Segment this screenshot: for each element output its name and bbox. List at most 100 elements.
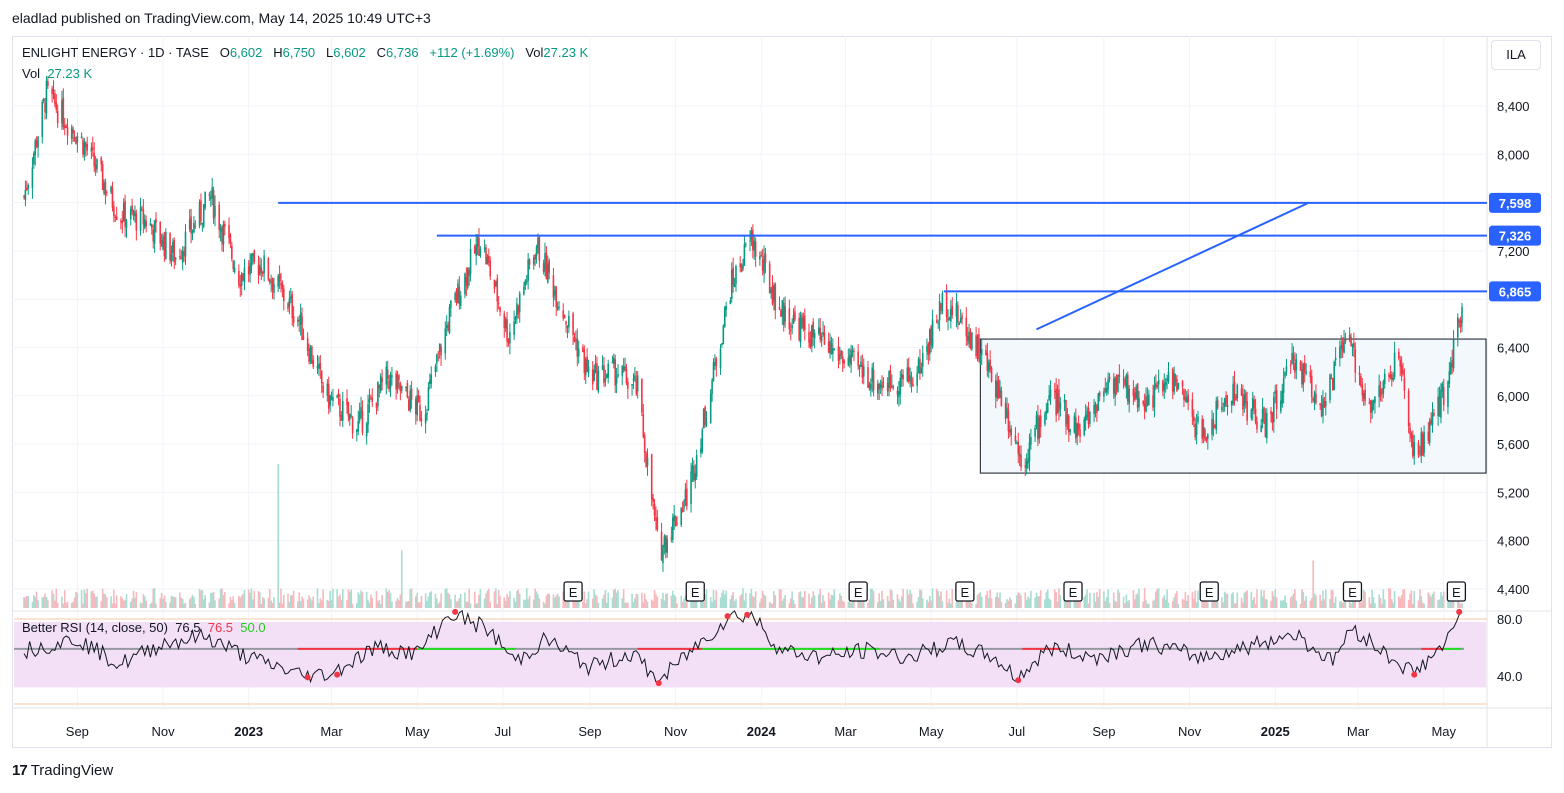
volume-bar	[198, 588, 201, 608]
volume-bar	[1132, 590, 1135, 608]
candle-body	[242, 273, 244, 281]
candle-body	[961, 315, 963, 319]
volume-bar	[1097, 597, 1100, 608]
volume-bar	[301, 596, 303, 608]
candle-body	[965, 317, 968, 337]
candle-body	[268, 278, 271, 283]
volume-bar	[448, 594, 451, 608]
symbol-label[interactable]: ENLIGHT ENERGY · 1D · TASE	[22, 45, 209, 60]
volume-bar	[476, 603, 479, 608]
candle-body	[1282, 378, 1285, 393]
close-label: C	[376, 45, 387, 60]
volume-bar	[980, 596, 983, 608]
volume-bar	[1035, 592, 1038, 608]
candle-body	[465, 276, 468, 286]
volume-bar	[1270, 601, 1272, 608]
volume-bar	[538, 598, 541, 608]
candle-body	[1292, 355, 1295, 361]
candle-body	[447, 324, 449, 331]
volume-bar	[780, 589, 782, 608]
volume-bar	[1211, 600, 1213, 608]
candle-body	[1202, 426, 1205, 438]
volume-bar	[1192, 598, 1195, 608]
candle-body	[1324, 401, 1327, 407]
candle-body	[552, 275, 555, 298]
candles	[23, 75, 1463, 572]
earnings-label: E	[1452, 585, 1461, 600]
candle-body	[1452, 339, 1455, 369]
candle-body	[1014, 435, 1017, 442]
earnings-marker	[1199, 581, 1219, 602]
candle-body	[1107, 379, 1109, 390]
candle-body	[1348, 335, 1351, 339]
candle-body	[523, 286, 525, 295]
volume-bar	[1362, 589, 1365, 608]
candle-body	[1271, 412, 1274, 424]
volume-bar	[194, 603, 197, 608]
volume-bar	[1124, 603, 1126, 608]
volume-bar	[1390, 599, 1393, 608]
rsi-name[interactable]: Better RSI (14, close, 50)	[22, 620, 168, 635]
volume-bar	[450, 599, 452, 608]
candle-body	[1065, 400, 1067, 427]
volume-bar	[1399, 598, 1402, 608]
candle-body	[643, 434, 646, 453]
brand-name: TradingView	[30, 762, 114, 779]
volume-bar	[729, 599, 732, 608]
volume-bar	[75, 591, 77, 608]
volume-bar	[1369, 603, 1372, 608]
candle-body	[653, 503, 656, 516]
candle-body	[827, 341, 830, 353]
tradingview-brand[interactable]: 17 TradingView	[12, 762, 113, 779]
candle-body	[1207, 434, 1209, 439]
currency-button[interactable]: ILA	[1491, 40, 1541, 70]
ohlc-legend: ENLIGHT ENERGY · 1D · TASE O6,602 H6,750…	[22, 45, 588, 60]
candle-body	[1253, 399, 1255, 409]
candle-body	[768, 263, 771, 294]
candle-body	[1017, 441, 1020, 455]
volume-bar	[978, 593, 980, 608]
volume-bar	[1045, 592, 1048, 608]
volume-bar	[1046, 589, 1049, 608]
candle-body	[106, 192, 108, 194]
candle-body	[662, 544, 664, 564]
candle-body	[670, 537, 673, 540]
volume-bar	[1332, 590, 1334, 608]
volume-bar	[184, 602, 187, 608]
volume-bar	[513, 597, 515, 608]
candle-body	[774, 284, 777, 311]
volume-bar	[869, 588, 872, 608]
volume-bar	[466, 601, 469, 608]
candle-body	[90, 147, 93, 152]
candle-body	[1399, 359, 1402, 367]
volume-bar	[61, 596, 63, 608]
candle-body	[1191, 399, 1194, 417]
candle-body	[705, 421, 708, 424]
volume-indicator-label[interactable]: Vol	[22, 66, 41, 81]
candle-body	[1350, 336, 1352, 346]
volume-bar	[871, 588, 873, 608]
candle-body	[636, 375, 639, 392]
candle-body	[1146, 396, 1149, 406]
volume-bar	[35, 591, 38, 608]
candle-body	[1309, 371, 1312, 378]
candle-body	[142, 209, 145, 225]
volume-bar	[535, 591, 538, 608]
volume-bar	[907, 594, 910, 608]
candle-body	[754, 241, 757, 257]
volume-bar	[830, 594, 833, 608]
volume-bar	[356, 603, 358, 608]
volume-bar	[683, 598, 685, 608]
volume-bar	[193, 596, 195, 608]
candle-body	[506, 319, 508, 342]
volume-bar	[1044, 599, 1046, 608]
candle-body	[652, 498, 654, 502]
volume-bar	[221, 588, 223, 608]
volume-bar	[867, 602, 869, 608]
candle-body	[778, 306, 781, 310]
volume-bar	[1458, 602, 1460, 608]
candle-body	[278, 273, 281, 282]
volume-bar	[636, 594, 639, 608]
volume-bar	[1133, 599, 1136, 608]
